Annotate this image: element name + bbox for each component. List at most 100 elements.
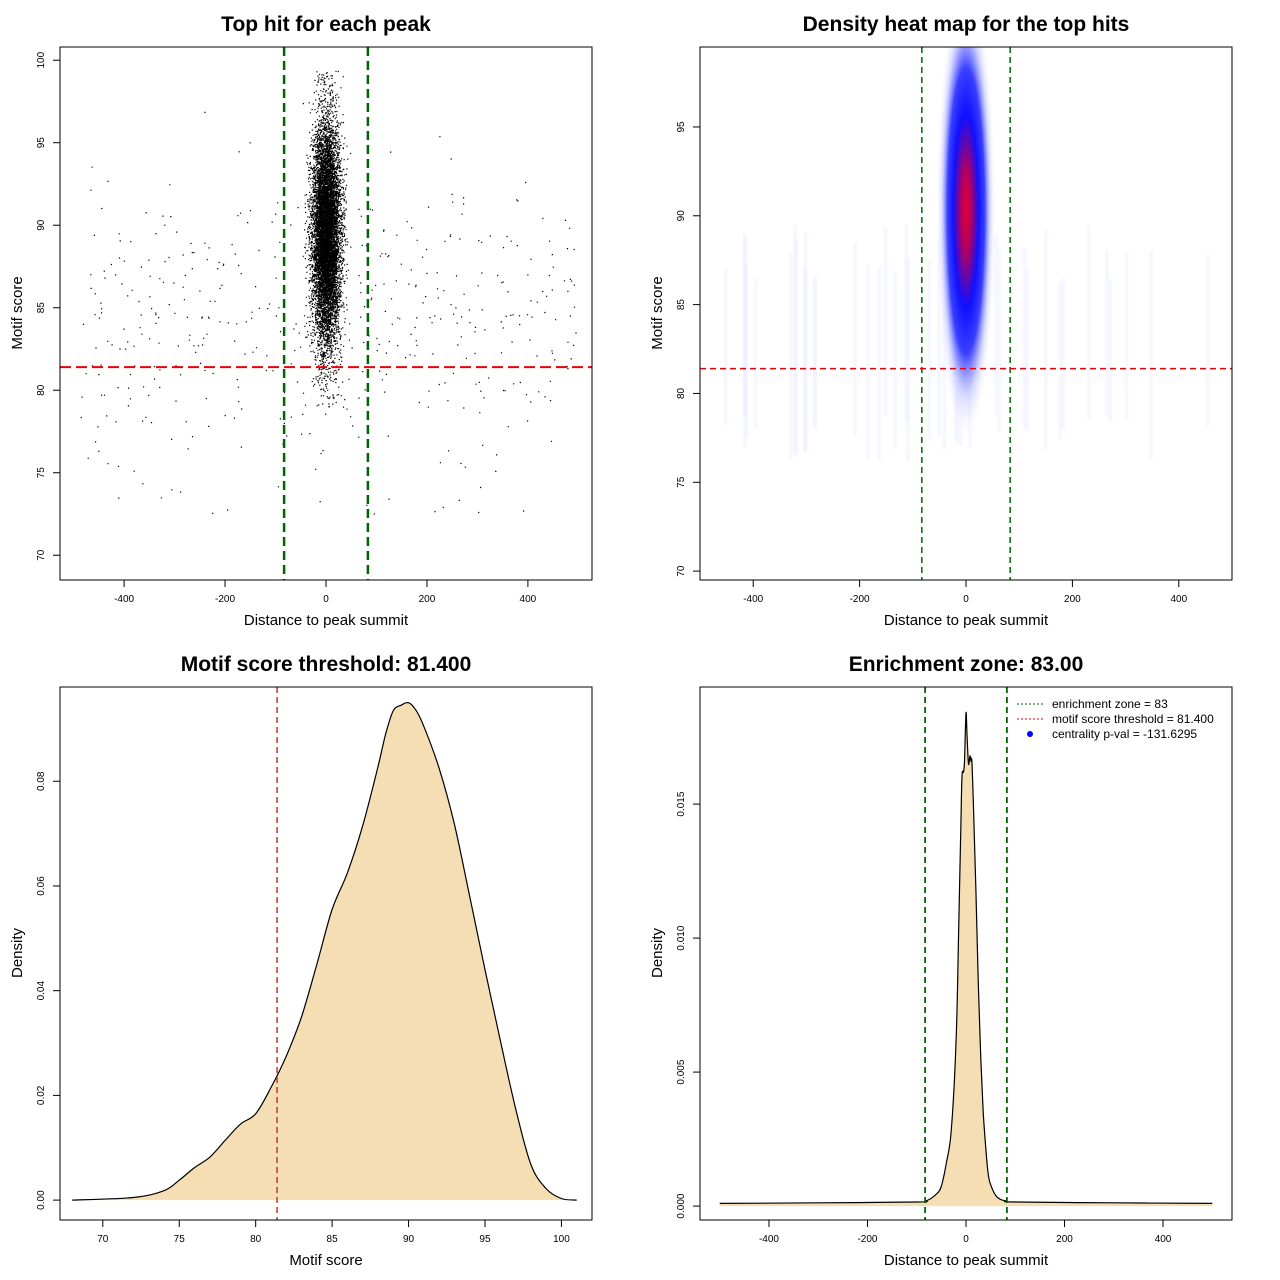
y-tick-label: 0.00 [36, 1190, 47, 1210]
heatmap-haze [744, 263, 749, 438]
heatmap-haze [876, 267, 881, 460]
y-tick-label: 0.04 [36, 981, 47, 1001]
heatmap-haze [905, 258, 910, 461]
x-tick-label: 0 [963, 594, 969, 605]
enrichment-reference-lines [924, 687, 1008, 1220]
heatmap-haze [812, 280, 817, 430]
score-density-ylabel: Density [9, 927, 26, 978]
heatmap-haze [802, 266, 807, 454]
legend-threshold-label: motif score threshold = 81.400 [1052, 712, 1214, 726]
enrichment-ylabel: Density [649, 927, 666, 978]
heatmap-haze [893, 272, 898, 450]
enrichment-density-line [719, 711, 1213, 1204]
heatmap-panel: Density heat map for the top hits -400 -2… [649, 13, 1233, 629]
x-tick-label: -200 [857, 1234, 877, 1245]
y-tick-label: 0.005 [676, 1059, 687, 1084]
heatmap-haze [1149, 250, 1154, 459]
heatmap-axes: -400 -200 0 200 400 70 75 80 85 90 95 [676, 121, 1188, 605]
heatmap-haze [1061, 278, 1066, 430]
x-tick-label: 70 [97, 1234, 109, 1245]
enrichment-density-fill [719, 712, 1213, 1207]
heatmap-haze [1025, 269, 1030, 431]
y-tick-label: 80 [36, 384, 47, 396]
enrichment-title: Enrichment zone: 83.00 [849, 653, 1084, 676]
y-tick-label: 0.02 [36, 1085, 47, 1105]
x-tick-label: 400 [520, 594, 537, 605]
x-tick-label: 95 [479, 1234, 491, 1245]
x-tick-label: 90 [403, 1234, 415, 1245]
x-tick-label: 200 [1056, 1234, 1073, 1245]
y-tick-label: 85 [36, 302, 47, 314]
score-density-title: Motif score threshold: 81.400 [181, 653, 472, 676]
heatmap-haze [883, 226, 888, 415]
heatmap-haze [997, 246, 1002, 433]
x-tick-label: 85 [327, 1234, 339, 1245]
score-density-curve [72, 701, 577, 1201]
scatter-xlabel: Distance to peak summit [244, 612, 409, 629]
x-tick-label: 0 [323, 594, 329, 605]
heatmap-haze [1058, 281, 1063, 440]
scatter-points [80, 70, 577, 515]
x-tick-label: 100 [553, 1234, 570, 1245]
heatmap-haze [1086, 225, 1091, 419]
y-tick-label: 0.015 [676, 791, 687, 816]
x-tick-label: 200 [1064, 594, 1081, 605]
heatmap-haze [793, 224, 798, 457]
x-tick-label: 400 [1170, 594, 1187, 605]
heatmap-title: Density heat map for the top hits [803, 13, 1130, 36]
y-tick-label: 0.08 [36, 771, 47, 791]
heatmap-haze [742, 232, 747, 447]
heatmap-haze [788, 253, 793, 459]
enrichment-xlabel: Distance to peak summit [884, 1252, 1049, 1269]
heatmap-haze [904, 224, 909, 422]
scatter-reference-lines [60, 47, 592, 580]
heatmap-haze [1108, 278, 1113, 422]
legend-enrichment-label: enrichment zone = 83 [1052, 697, 1168, 711]
x-tick-label: 75 [174, 1234, 186, 1245]
heatmap-haze [993, 233, 998, 416]
heatmap-ylabel: Motif score [649, 276, 666, 349]
x-tick-label: 200 [419, 594, 436, 605]
y-tick-label: 70 [676, 565, 687, 577]
heatmap-haze [1022, 247, 1027, 429]
legend-centrality-label: centrality p-val = -131.6295 [1052, 727, 1197, 741]
heatmap-haze [753, 277, 758, 430]
enrichment-axes: -400 -200 0 200 400 0.000 0.005 0.010 0.015 [676, 791, 1172, 1245]
heatmap-density-blob [936, 47, 996, 441]
y-tick-label: 100 [36, 51, 47, 68]
y-tick-label: 80 [676, 387, 687, 399]
enrichment-density-curve [719, 711, 1213, 1207]
y-tick-label: 85 [676, 299, 687, 311]
heatmap-xlabel: Distance to peak summit [884, 612, 1049, 629]
y-tick-label: 75 [36, 467, 47, 479]
score-density-xlabel: Motif score [289, 1252, 362, 1269]
heatmap-haze [927, 260, 932, 440]
score-density-fill [72, 702, 577, 1201]
heatmap-density [700, 47, 1232, 580]
y-tick-label: 0.06 [36, 876, 47, 896]
heatmap-haze [742, 236, 747, 416]
heatmap-haze [1104, 249, 1109, 416]
y-tick-label: 0.010 [676, 925, 687, 950]
y-tick-label: 95 [36, 137, 47, 149]
y-tick-label: 90 [676, 210, 687, 222]
y-tick-label: 90 [36, 219, 47, 231]
x-tick-label: -400 [743, 594, 763, 605]
y-tick-label: 0.000 [676, 1193, 687, 1218]
heatmap-haze [865, 264, 870, 460]
enrichment-panel: Enrichment zone: 83.00 -400 -200 0 200 400 0.… [649, 653, 1233, 1269]
x-tick-label: -400 [114, 594, 134, 605]
x-tick-label: 0 [963, 1234, 969, 1245]
scatter-panel: Top hit for each peak -400 -200 0 200 400 70 7… [9, 13, 593, 629]
heatmap-haze [723, 267, 728, 426]
x-tick-label: -200 [215, 594, 235, 605]
heatmap-haze [793, 238, 798, 454]
x-tick-label: -400 [759, 1234, 779, 1245]
heatmap-reference-lines [700, 47, 1232, 580]
heatmap-haze [813, 275, 818, 425]
y-tick-label: 70 [36, 549, 47, 561]
heatmap-haze [1205, 254, 1210, 427]
heatmap-haze [937, 237, 942, 436]
score-density-panel: Motif score threshold: 81.400 70 75 80 85 90… [9, 653, 593, 1269]
